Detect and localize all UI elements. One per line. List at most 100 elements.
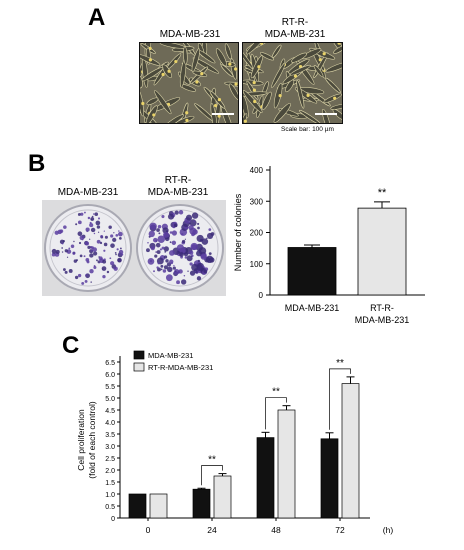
x-category-label: MDA-MB-231 [355, 315, 410, 325]
colony-spot [61, 247, 63, 249]
significance-mark: ** [336, 358, 344, 369]
legend-swatch [133, 350, 145, 360]
colony-spot [191, 263, 199, 271]
cell-shape [191, 48, 200, 73]
colony-spot [96, 259, 98, 262]
cell-shape [154, 90, 172, 115]
colony-spot [171, 230, 177, 236]
cell-shape [291, 52, 308, 63]
colony-spot [169, 250, 175, 256]
cell-shape [192, 57, 219, 74]
dish-label-right: RT-R- MDA-MB-231 [128, 175, 228, 199]
y-tick-label: 6.5 [105, 360, 115, 367]
cell-highlight [217, 98, 222, 102]
colony-spot [156, 250, 161, 254]
colony-spot [196, 276, 202, 281]
colony-spot [113, 232, 115, 234]
colony-spot [163, 231, 170, 238]
microscopy-label-right: RT-R- MDA-MB-231 [245, 17, 345, 41]
colony-spot [95, 220, 101, 226]
bar-rt-r-mda-mb-231-24h [213, 475, 232, 519]
cell-highlight [200, 72, 204, 76]
colony-spot [91, 215, 94, 218]
colony-spot [197, 226, 200, 230]
colony-spot [199, 238, 203, 242]
colony-spot [159, 248, 162, 251]
cell-shape [273, 103, 291, 123]
colony-spot [108, 225, 112, 229]
x-tick-label: 0 [146, 525, 151, 535]
colony-spot [101, 266, 107, 271]
cell-shape [246, 43, 267, 55]
colony-spot [149, 259, 153, 263]
cell-shape [313, 65, 324, 78]
bar-rt-r-mda-mb-231 [357, 207, 407, 296]
cell-highlight [195, 80, 199, 84]
colony-spot [167, 213, 175, 220]
colony-spot [117, 231, 123, 237]
y-tick-label: 5.5 [105, 384, 115, 391]
bar-mda-mb-231-0h [128, 493, 147, 519]
microscopy-label-left: MDA-MB-231 [159, 29, 221, 40]
y-tick-label: 200 [250, 229, 264, 238]
bar-rt-r-mda-mb-231-72h [341, 383, 360, 519]
colony-spot [115, 253, 117, 256]
colony-spot [160, 264, 164, 268]
cell-highlight [257, 65, 261, 69]
colony-spot [203, 269, 207, 274]
significance-mark: ** [272, 387, 280, 398]
cell-shape [333, 45, 342, 54]
colony-spot [163, 265, 169, 270]
colony-spot [66, 256, 69, 258]
cell-highlight [333, 96, 337, 100]
colony-spot [119, 247, 122, 250]
colony-spot [194, 270, 196, 273]
colony-spot [113, 266, 118, 271]
colony-spot [51, 252, 56, 257]
y-tick-label: 1.5 [105, 480, 115, 487]
colony-spot [161, 246, 165, 250]
colony-spot [189, 262, 193, 266]
colony-spot [161, 214, 165, 219]
colony-spot [173, 264, 175, 267]
cell-highlight [278, 94, 282, 98]
colony-spot [114, 252, 117, 254]
colony-spot [86, 230, 89, 233]
colony-spot [103, 242, 108, 247]
colony-spot [93, 232, 96, 235]
colony-spot [103, 230, 105, 232]
colony-spot [169, 241, 172, 244]
colony-spot [175, 270, 177, 272]
cell-highlight [322, 52, 326, 56]
y-tick-label: 300 [250, 197, 264, 206]
significance-bracket [201, 465, 223, 486]
bar-mda-mb-231-72h [320, 438, 339, 519]
colony-spot [149, 222, 157, 230]
colony-spot [189, 227, 197, 235]
cell-shape [140, 54, 161, 66]
colony-spot [99, 241, 103, 245]
colony-spot [176, 280, 180, 285]
micrograph-rt-r-mda-mb-231 [242, 42, 343, 124]
colony-spot [155, 239, 158, 243]
colony-spot [96, 239, 101, 244]
cell-shape [229, 83, 238, 100]
colony-spot [90, 217, 95, 221]
colony-spot [75, 259, 78, 262]
colony-spot [153, 270, 155, 273]
colony-spot [59, 229, 64, 234]
colony-spot [150, 245, 155, 251]
colony-spot [93, 251, 98, 256]
colony-spot [92, 247, 97, 252]
colony-spot [79, 235, 85, 241]
colony-spot [104, 235, 108, 239]
cell-shape [296, 80, 305, 109]
bar-mda-mb-231-24h [192, 488, 211, 519]
colony-spot [184, 238, 186, 240]
colony-spot [188, 250, 194, 255]
colony-spot [178, 269, 183, 274]
colony-spot [96, 225, 101, 229]
colony-spot [174, 210, 179, 215]
cell-shape [298, 109, 322, 123]
colony-spot [154, 254, 158, 258]
